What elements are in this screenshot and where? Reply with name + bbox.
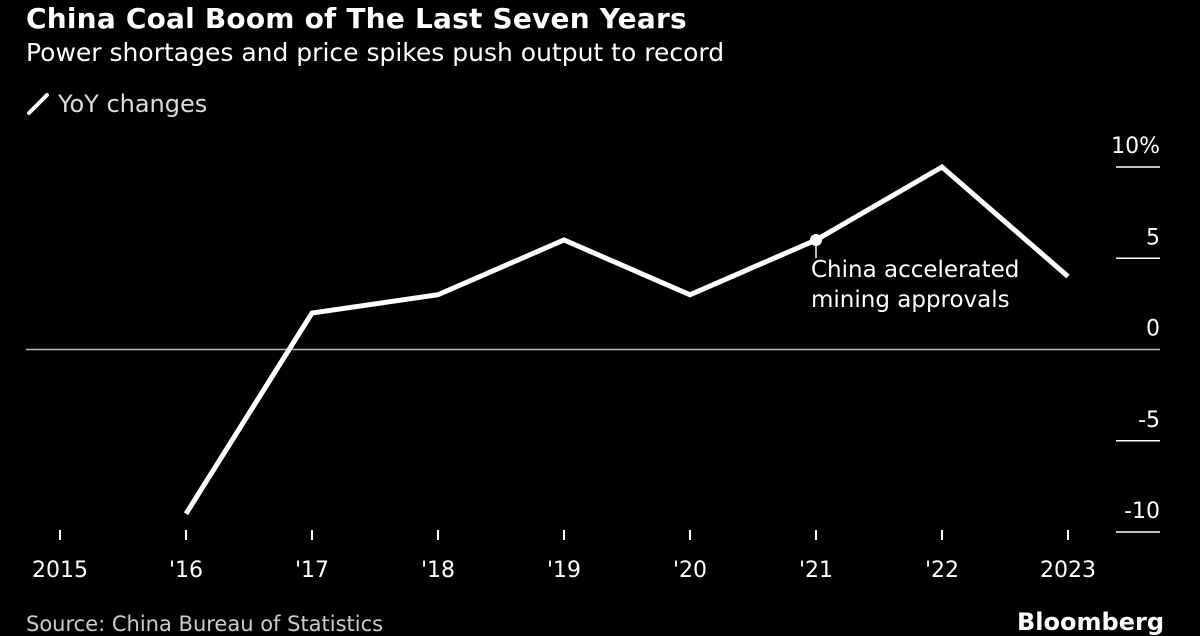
x-tick-label: 2015 [32, 558, 88, 583]
y-tick-label: -5 [1138, 408, 1160, 433]
y-tick-label: 10% [1111, 134, 1160, 159]
annotation-point [810, 234, 822, 246]
series-line-yoy-changes [183, 163, 1070, 516]
x-tick-label: '20 [673, 558, 707, 583]
brand-logo: Bloomberg [1017, 608, 1164, 636]
x-tick-label: '18 [421, 558, 455, 583]
y-tick-label: 0 [1146, 317, 1160, 342]
line-legend-icon [27, 93, 49, 115]
chart-subtitle: Power shortages and price spikes push ou… [26, 38, 725, 67]
legend: YoY changes [26, 90, 207, 118]
y-tick-label: -10 [1124, 499, 1160, 524]
x-tick-label: 2023 [1040, 558, 1096, 583]
x-tick-label: '22 [925, 558, 959, 583]
source-note: Source: China Bureau of Statistics [26, 612, 384, 636]
x-tick-label: '16 [169, 558, 203, 583]
annotation-label: mining approvals [811, 287, 1010, 313]
annotation-label: China accelerated [811, 257, 1019, 283]
legend-label: YoY changes [58, 90, 208, 118]
x-tick-label: '17 [295, 558, 329, 583]
chart-title: China Coal Boom of The Last Seven Years [26, 2, 687, 35]
y-tick-label: 5 [1146, 225, 1160, 250]
x-tick-label: '21 [799, 558, 833, 583]
x-tick-label: '19 [547, 558, 581, 583]
